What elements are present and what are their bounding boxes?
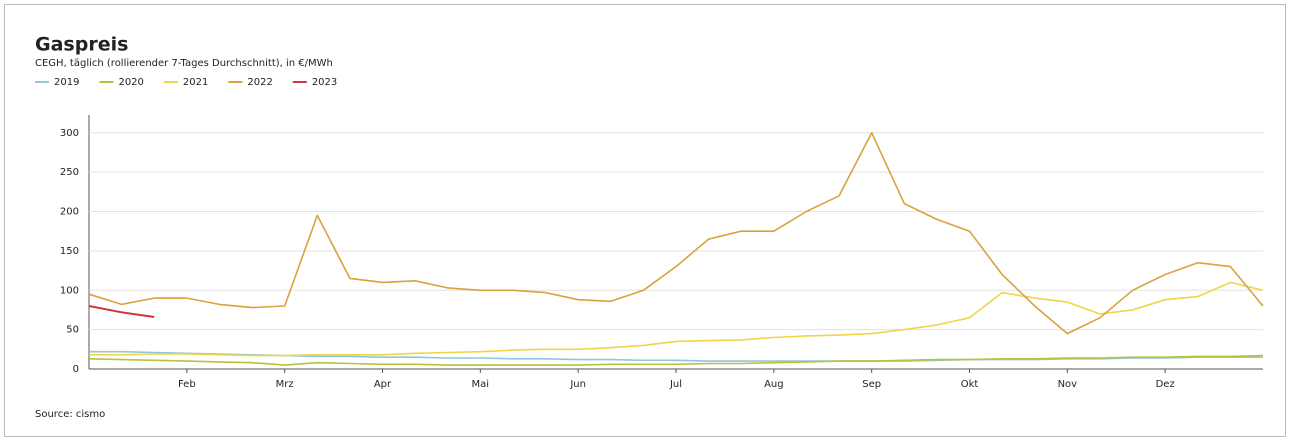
x-tick-label: Dez [1156,379,1175,390]
series-line [89,281,1264,357]
chart-subtitle: CEGH, täglich (rollierender 7-Tages Durc… [35,58,333,69]
x-tick-label: Aug [764,379,784,390]
legend-label: 2019 [54,77,79,88]
x-tick-label: Nov [1058,379,1078,390]
y-tick-label: 100 [60,285,79,296]
x-tick-label: Mai [472,379,490,390]
y-tick-label: 200 [60,207,79,218]
x-tick-label: Mrz [276,379,294,390]
x-tick-label: Feb [178,379,196,390]
series-line [88,305,155,318]
x-tick-label: Apr [374,379,392,390]
series-line [88,354,1264,366]
x-tick-label: Jun [569,379,586,390]
legend-label: 2021 [183,77,208,88]
y-tick-label: 50 [66,325,79,336]
chart-frame: Gaspreis CEGH, täglich (rollierender 7-T… [4,4,1286,437]
chart-title: Gaspreis [35,34,128,56]
source: Source: cismo [35,409,105,420]
chart: Gaspreis CEGH, täglich (rollierender 7-T… [35,34,1264,420]
y-tick-label: 300 [60,128,79,139]
y-tick-label: 150 [60,246,79,257]
series-line [88,132,1264,335]
legend-label: 2020 [118,77,143,88]
x-tick-label: Sep [862,379,881,390]
x-tick-label: Okt [961,379,979,390]
legend-label: 2022 [247,77,272,88]
legend-label: 2023 [312,77,337,88]
series-line [89,350,1263,362]
y-tick-label: 250 [60,167,79,178]
y-tick-label: 0 [73,364,79,375]
x-tick-label: Jul [669,379,682,390]
